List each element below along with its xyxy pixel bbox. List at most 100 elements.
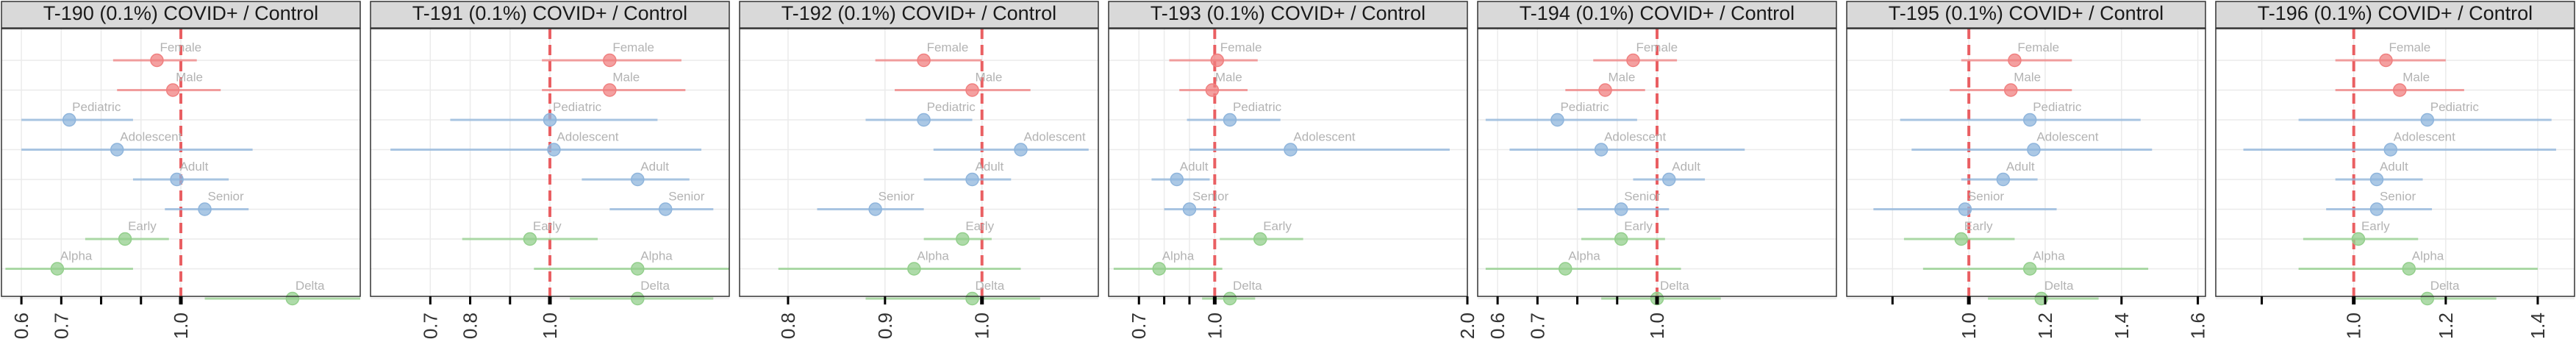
axis-tick-label: 0.9 [874,313,896,339]
point-label: Delta [976,279,1005,293]
point-estimate [917,53,931,68]
point-estimate [1559,262,1573,276]
point-label: Senior [879,190,915,204]
point-estimate [543,113,557,127]
point-estimate [1614,202,1628,216]
panel-strip [370,1,730,29]
point-label: Delta [640,279,670,293]
point-label: Senior [1968,190,2004,204]
point-label: Pediatric [927,100,976,114]
point-label: Pediatric [2430,100,2480,114]
panel-title: T-191 (0.1%) COVID+ / Control [412,2,687,24]
panel-3: T-192 (0.1%) COVID+ / Control Female Male P… [739,1,1099,339]
point-estimate [2420,113,2435,127]
point-label: Adult [640,160,669,174]
point-estimate [907,262,921,276]
point-estimate [965,291,979,306]
axis-tick-label: 1.0 [2343,313,2365,339]
point-label: Adult [2380,160,2408,174]
point-estimate [1205,83,1220,97]
point-label: Pediatric [2033,100,2082,114]
point-label: Male [1215,71,1242,85]
panel-title: T-190 (0.1%) COVID+ / Control [43,2,318,24]
panel-strip [2215,1,2575,29]
axis-tick-label: 1.0 [539,313,561,339]
point-estimate [2027,143,2041,157]
point-label: Delta [2044,279,2074,293]
point-estimate [2351,232,2366,246]
point-label: Adolescent [1604,130,1666,144]
point-label: Alpha [640,249,673,263]
point-estimate [2383,143,2397,157]
axis-tick-label: 0.8 [459,313,482,339]
point-estimate [1662,172,1676,187]
point-label: Male [1609,71,1636,85]
point-label: Alpha [2412,249,2444,263]
panel-title: T-193 (0.1%) COVID+ / Control [1151,2,1425,24]
point-estimate [1170,172,1184,187]
axis-tick-label: 0.6 [10,313,32,339]
point-estimate [150,53,164,68]
panel-6: T-195 (0.1%) COVID+ / Control Female Male P… [1846,1,2209,339]
axis-tick-label: 1.0 [1958,313,1980,339]
panel-border [2215,28,2575,297]
point-label: Female [160,40,201,54]
panel-title: T-195 (0.1%) COVID+ / Control [1889,2,2164,24]
point-estimate [1958,202,1972,216]
point-label: Adult [180,160,209,174]
point-estimate [631,172,645,187]
point-estimate [1152,262,1166,276]
point-label: Pediatric [1233,100,1282,114]
point-label: Early [965,219,994,233]
axis-tick-label: 1.0 [1646,313,1668,339]
point-estimate [2369,202,2384,216]
point-label: Early [1624,219,1653,233]
point-label: Female [2017,40,2059,54]
point-label: Male [2014,71,2041,85]
point-label: Adolescent [120,130,182,144]
point-label: Senior [668,190,704,204]
point-label: Adolescent [2394,130,2455,144]
point-estimate [603,83,617,97]
point-label: Alpha [1162,249,1195,263]
panel-strip [1,1,361,29]
plot-area [2216,29,2575,296]
panel-4: T-193 (0.1%) COVID+ / Control Female Male P… [1108,1,1478,339]
point-label: Adolescent [2036,130,2098,144]
point-label: Delta [1660,279,1689,293]
panel-strip [1108,1,1468,29]
axis-tick-label: 0.7 [1128,313,1150,339]
axis-tick-label: 1.0 [170,313,192,339]
panel-border [1108,28,1468,297]
point-label: Alpha [917,249,949,263]
axis-tick-label: 0.7 [419,313,441,339]
point-label: Female [1220,40,1262,54]
point-estimate [1182,202,1197,216]
point-estimate [2379,53,2393,68]
point-estimate [2022,113,2037,127]
point-estimate [2369,172,2384,187]
point-estimate [2393,83,2407,97]
point-estimate [170,172,184,187]
point-estimate [2008,53,2022,68]
point-estimate [2402,262,2416,276]
point-label: Early [1263,219,1292,233]
point-estimate [165,83,180,97]
axis-tick-label: 1.2 [2034,313,2056,339]
axis-tick-label: 2.0 [1456,313,1478,339]
point-estimate [631,291,645,306]
point-label: Senior [208,190,244,204]
point-label: Delta [1233,279,1262,293]
point-estimate [50,262,65,276]
point-label: Female [1636,40,1678,54]
plot-area [1109,29,1467,296]
point-estimate [631,262,645,276]
panel-title: T-196 (0.1%) COVID+ / Control [2258,2,2533,24]
point-estimate [62,113,76,127]
point-label: Delta [296,279,325,293]
panel-title: T-192 (0.1%) COVID+ / Control [781,2,1056,24]
axis-tick-label: 0.7 [50,313,72,339]
point-estimate [1626,53,1640,68]
point-label: Adult [976,160,1004,174]
